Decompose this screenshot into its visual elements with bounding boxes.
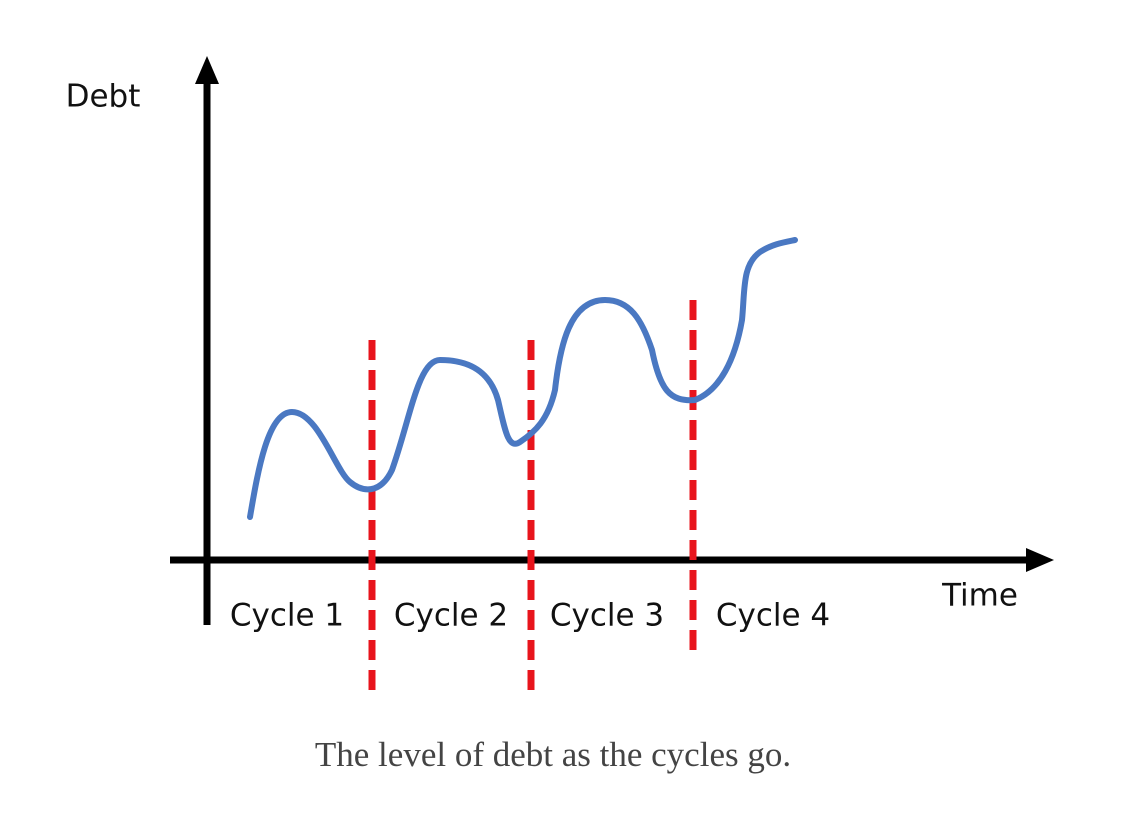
x-axis-arrow (1026, 548, 1054, 572)
caption: The level of debt as the cycles go. (315, 735, 791, 774)
cycle-label: Cycle 4 (716, 598, 830, 634)
y-axis-arrow (195, 56, 219, 84)
cycle-label: Cycle 2 (394, 598, 508, 634)
debt-curve (247, 237, 798, 520)
y-axis-label: Debt (66, 79, 141, 115)
cycle-label: Cycle 1 (230, 598, 344, 634)
x-axis-label: Time (941, 578, 1018, 614)
cycle-label: Cycle 3 (550, 598, 664, 634)
